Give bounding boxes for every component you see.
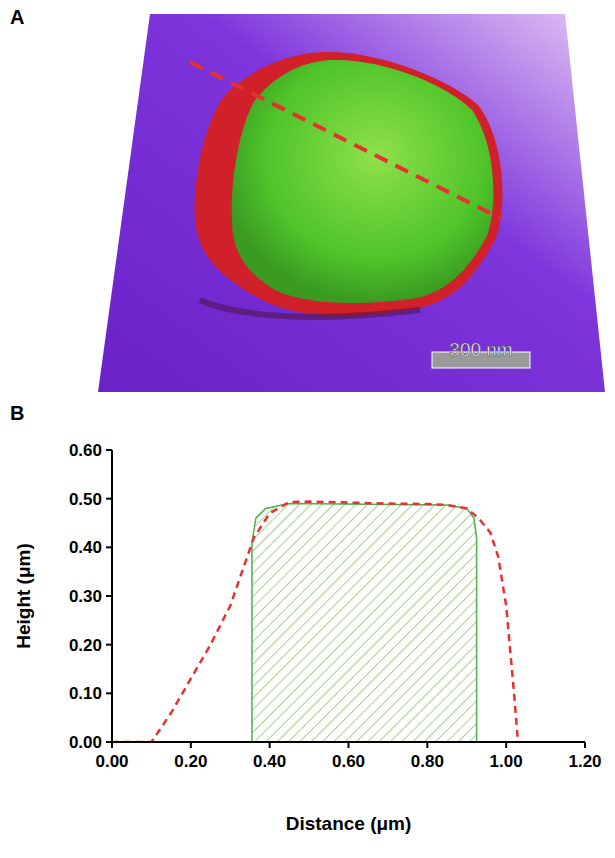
x-tick [426, 742, 428, 748]
y-tick-label: 0.30 [69, 587, 102, 606]
area [252, 504, 477, 742]
y-tick [106, 449, 112, 451]
x-tick [111, 742, 113, 748]
x-tick [190, 742, 192, 748]
x-tick [584, 742, 586, 748]
y-axis-title: Height (μm) [13, 543, 34, 649]
x-tick [505, 742, 507, 748]
panel-label: A [10, 6, 24, 28]
x-tick-label: 1.20 [568, 752, 601, 771]
y-tick-label: 0.00 [69, 733, 102, 752]
x-axis-title: Distance (μm) [286, 813, 412, 834]
profile-path [190, 62, 500, 218]
x-tick-label: 0.40 [253, 752, 286, 771]
afm-substrate [98, 14, 605, 392]
y-tick [106, 498, 112, 500]
y-tick-label: 0.60 [69, 441, 102, 460]
y-tick-label: 0.10 [69, 684, 102, 703]
y-tick-label: 0.50 [69, 490, 102, 509]
y-tick [106, 595, 112, 597]
y-tick [106, 692, 112, 694]
x-tick-label: 0.60 [332, 752, 365, 771]
panel-label: B [10, 402, 24, 424]
scale-bar-label: 300 nm [449, 339, 512, 360]
x-tick [348, 742, 350, 748]
x-tick-label: 1.00 [490, 752, 523, 771]
particle-shadow [200, 300, 420, 317]
y-tick [106, 644, 112, 646]
y-tick [106, 546, 112, 548]
plot-area [112, 502, 518, 742]
x-tick-label: 0.80 [411, 752, 444, 771]
particle-top [232, 60, 494, 303]
y-tick-label: 0.20 [69, 636, 102, 655]
x-tick-label: 0.00 [95, 752, 128, 771]
line [112, 502, 518, 742]
particle-rim [195, 52, 503, 315]
x-tick-label: 0.20 [174, 752, 207, 771]
y-tick-label: 0.40 [69, 538, 102, 557]
x-tick [269, 742, 271, 748]
